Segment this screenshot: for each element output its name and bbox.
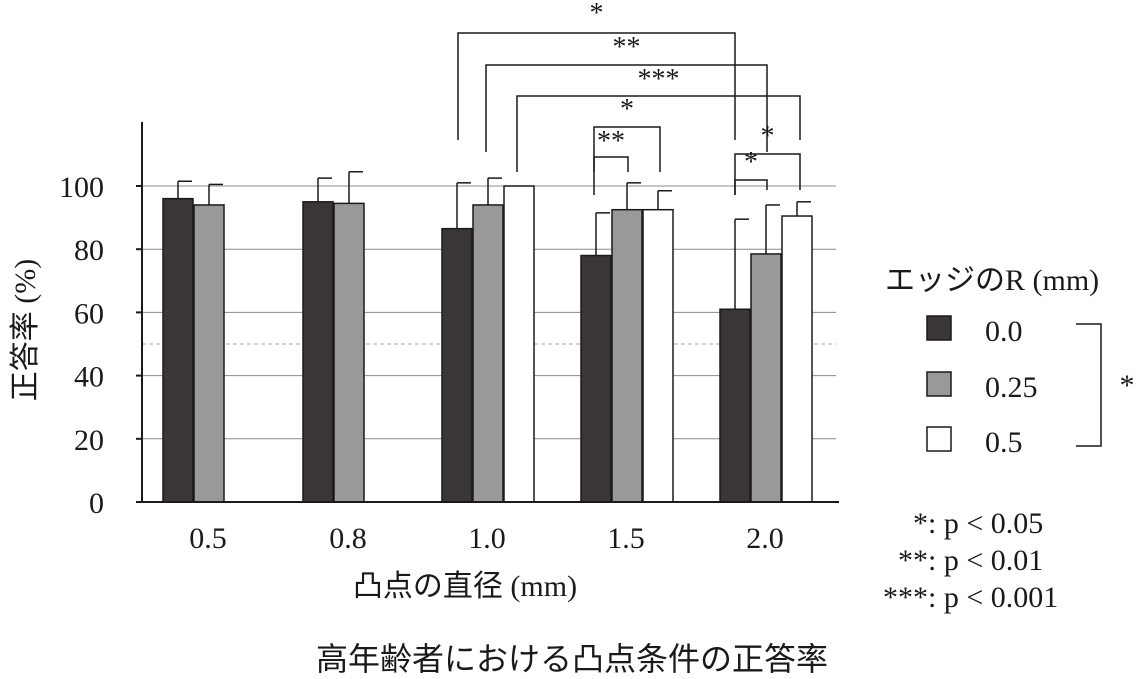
p-note-stars: ** <box>898 544 928 577</box>
significance-bracket <box>457 32 736 140</box>
bar <box>750 253 782 503</box>
p-note-stars: * <box>913 507 928 540</box>
bar <box>781 215 813 503</box>
x-tick-label: 0.8 <box>329 522 367 555</box>
significance-mark: *** <box>638 64 680 95</box>
bar <box>472 204 504 503</box>
x-tick-label: 1.0 <box>468 522 506 555</box>
p-note-stars: *** <box>883 581 928 614</box>
bars-group <box>162 171 813 503</box>
legend-swatch <box>926 371 952 397</box>
significance-brackets: ********* ** <box>457 0 801 195</box>
y-tick-label: 80 <box>74 234 104 267</box>
legend-significance-mark: * <box>1120 369 1135 402</box>
x-tick-label: 2.0 <box>746 522 784 555</box>
significance-mark: * <box>620 94 634 125</box>
bar <box>611 208 643 503</box>
y-tick-label: 100 <box>59 171 104 204</box>
x-tick-label: 0.5 <box>189 522 227 555</box>
significance-bracket <box>593 156 629 195</box>
y-axis-label: 正答率 (%) <box>9 259 42 401</box>
bar <box>333 202 365 503</box>
significance-bracket <box>593 126 661 172</box>
significance-bracket <box>734 153 801 195</box>
y-tick-label: 60 <box>74 297 104 330</box>
legend-swatch <box>926 315 952 341</box>
significance-bracket <box>734 179 768 195</box>
legend-label: 0.0 <box>985 315 1023 348</box>
y-tick-label: 0 <box>89 487 104 520</box>
legend-label: 0.5 <box>985 426 1023 459</box>
significance-mark: * <box>744 147 758 178</box>
bar <box>642 208 674 503</box>
significance-bracket <box>516 95 801 172</box>
bar <box>580 254 612 503</box>
significance-mark: ** <box>613 32 641 63</box>
bar <box>503 185 535 503</box>
bar <box>162 197 194 503</box>
significance-mark: * <box>761 121 775 152</box>
significance-bracket <box>485 64 768 152</box>
y-tick-label: 40 <box>74 361 104 394</box>
axes: 0 20 40 60 80 100 0.5 0.8 1.0 1.5 2.0 <box>59 122 839 555</box>
legend-swatch <box>926 426 952 452</box>
bar <box>302 201 334 503</box>
legend-bracket <box>1076 323 1102 447</box>
legend: 0.0 0.25 0.5 * <box>926 315 1135 459</box>
y-tick-label: 20 <box>74 424 104 457</box>
bar <box>441 227 473 503</box>
p-note-text: : p < 0.001 <box>928 581 1058 614</box>
chart-title: 高年齢者における凸点条件の正答率 <box>316 641 828 677</box>
p-value-notes: *: p < 0.05**: p < 0.01***: p < 0.001 <box>883 507 1058 614</box>
p-note-text: : p < 0.01 <box>928 544 1043 577</box>
x-axis-label: 凸点の直径 (mm) <box>353 570 577 603</box>
legend-title: エッジのR (mm) <box>885 264 1099 297</box>
significance-mark: ** <box>597 126 625 157</box>
legend-label: 0.25 <box>985 371 1038 404</box>
bar <box>193 204 225 503</box>
significance-mark: * <box>590 0 604 29</box>
x-tick-label: 1.5 <box>607 522 645 555</box>
p-note-text: : p < 0.05 <box>928 507 1043 540</box>
bar <box>719 308 751 503</box>
